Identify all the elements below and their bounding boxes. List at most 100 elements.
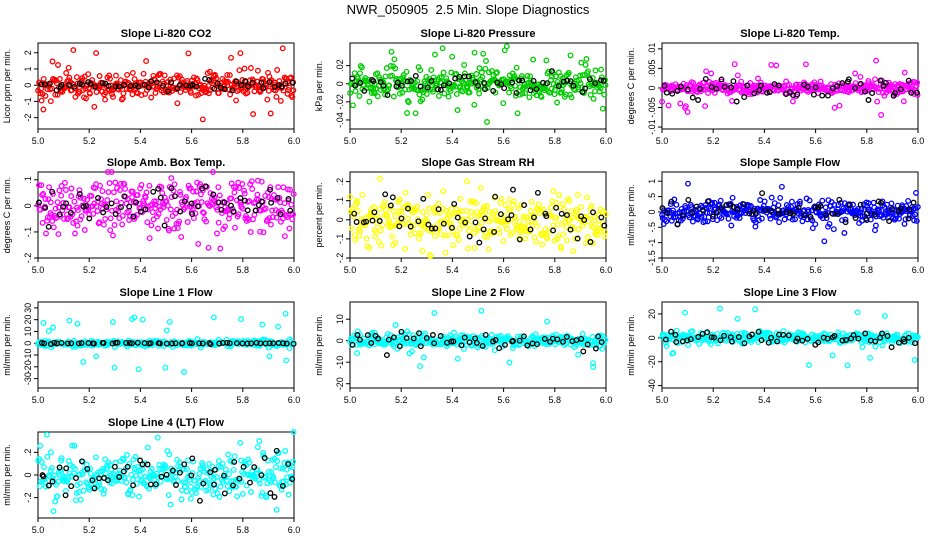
data-point — [781, 216, 788, 223]
data-point — [233, 97, 240, 104]
reference-point — [869, 90, 876, 97]
reference-point — [148, 78, 155, 85]
data-point — [47, 98, 54, 105]
reference-point — [188, 200, 195, 207]
x-tick-label: 5.8 — [549, 395, 562, 405]
reference-point — [396, 343, 403, 350]
data-point — [872, 227, 878, 234]
data-point — [38, 459, 45, 465]
reference-point — [757, 82, 764, 89]
data-point — [578, 59, 585, 66]
x-tick-label: 5.2 — [707, 395, 720, 405]
data-point — [491, 347, 498, 354]
data-point — [80, 487, 87, 494]
data-point — [58, 457, 65, 464]
y-tick-label: .2 — [23, 449, 33, 457]
reference-point — [564, 212, 570, 219]
y-tick-label: 20 — [647, 309, 657, 319]
data-point — [273, 214, 280, 221]
data-point — [493, 70, 499, 77]
x-tick-label: 5.4 — [134, 265, 147, 275]
data-point — [178, 496, 185, 503]
reference-point — [762, 207, 769, 214]
reference-point — [852, 215, 859, 221]
data-point — [167, 206, 174, 213]
data-point — [72, 230, 78, 237]
data-point — [106, 72, 113, 79]
data-point — [852, 70, 859, 77]
data-point — [805, 208, 812, 215]
reference-point — [451, 200, 458, 207]
data-point — [262, 205, 269, 212]
data-point — [164, 202, 171, 209]
data-point — [162, 462, 169, 469]
reference-point — [897, 86, 904, 93]
data-point — [49, 218, 56, 225]
reference-point — [369, 217, 376, 224]
reference-point — [678, 83, 684, 90]
data-point — [402, 245, 409, 252]
reference-point — [581, 217, 588, 223]
reference-point — [221, 199, 228, 206]
data-point — [584, 194, 591, 201]
data-point — [427, 253, 434, 259]
data-point — [410, 332, 417, 339]
reference-point — [56, 211, 63, 218]
reference-point — [173, 482, 179, 488]
data-point — [457, 195, 464, 202]
x-tick-label: 5.4 — [446, 136, 459, 146]
reference-point — [130, 213, 137, 220]
data-point — [177, 89, 184, 96]
data-point — [768, 194, 775, 201]
x-tick-label: 5.8 — [861, 395, 874, 405]
x-tick-label: 6.0 — [288, 265, 301, 275]
reference-point — [733, 98, 740, 105]
y-tick-label: -2 — [23, 114, 33, 122]
chart-panel-3: Slope Li-820 Temp. 5.0 5.2 5.4 5.6 5.8 6.0 -.01… — [626, 28, 924, 146]
data-point — [423, 91, 430, 97]
reference-point — [752, 210, 759, 217]
reference-point — [862, 330, 869, 337]
reference-point — [718, 76, 725, 83]
reference-point — [189, 211, 196, 217]
data-point — [475, 224, 482, 231]
data-point — [279, 45, 286, 52]
data-point — [210, 169, 216, 175]
y-tick-label: -.1 — [23, 227, 33, 238]
plot-frame — [37, 42, 295, 130]
data-point — [514, 110, 521, 117]
data-point — [663, 218, 670, 225]
reference-point — [241, 197, 248, 204]
data-point — [802, 61, 809, 68]
reference-point — [812, 84, 819, 91]
x-tick-label: 5.2 — [395, 136, 408, 146]
data-point — [513, 338, 520, 345]
reference-point — [730, 78, 737, 85]
reference-point — [46, 80, 53, 87]
data-point — [273, 93, 280, 100]
data-point — [80, 359, 87, 365]
data-point — [247, 489, 254, 495]
reference-point — [398, 82, 405, 89]
data-point — [40, 75, 47, 82]
chart-panel-7: Slope Line 1 Flow 5.0 5.2 5.4 5.6 5.8 6.0 -30-2… — [2, 287, 300, 405]
data-point — [171, 225, 178, 232]
data-point — [857, 73, 864, 80]
y-tick-label: 0 — [647, 209, 657, 214]
data-point — [729, 194, 736, 201]
data-point — [752, 82, 759, 89]
data-point — [432, 233, 438, 240]
reference-point — [587, 239, 594, 245]
reference-point — [801, 212, 808, 219]
y-tick-label: .2 — [335, 178, 345, 186]
chart-title: Slope Amb. Box Temp. — [107, 157, 226, 169]
data-point — [900, 98, 907, 105]
reference-point — [829, 85, 836, 92]
data-point — [685, 342, 691, 349]
y-tick-label: -20 — [335, 377, 345, 390]
x-tick-label: 5.4 — [446, 265, 459, 275]
chart-panel-1: Slope Li-820 CO2 5.0 5.2 5.4 5.6 5.8 6.0 -2 -1 0 1… — [2, 28, 300, 146]
data-point — [517, 202, 524, 209]
reference-point — [266, 79, 273, 86]
data-point — [826, 220, 833, 227]
